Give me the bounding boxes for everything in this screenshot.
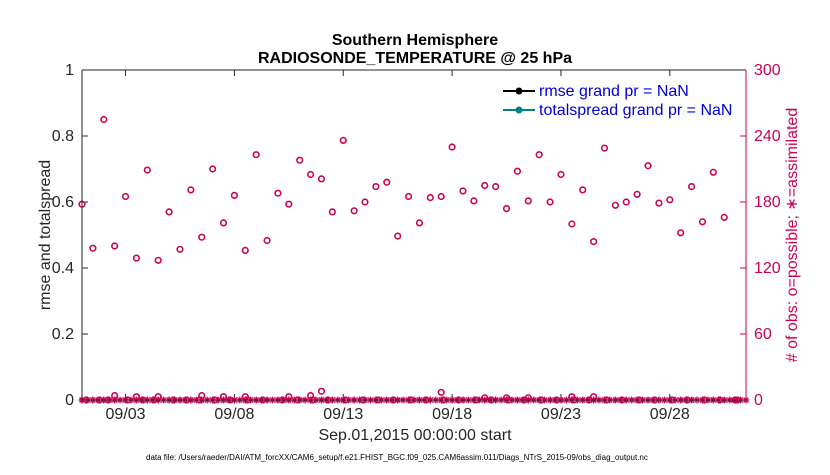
possible-obs-point [655, 199, 663, 207]
possible-obs-point [383, 178, 391, 186]
right-tick-label: 240 [754, 128, 781, 145]
right-axis-ticks: 0 60 120 180 240 300 [740, 62, 781, 409]
left-tick-label: 0.8 [52, 128, 74, 145]
possible-obs-point [513, 167, 522, 175]
left-tick-label: 1 [65, 62, 74, 79]
right-tick-label: 60 [754, 326, 772, 343]
x-axis-label: Sep.01,2015 00:00:00 start [318, 427, 512, 444]
right-tick-label: 300 [754, 62, 781, 79]
possible-obs-point [546, 198, 554, 206]
legend-rmse-marker [515, 87, 523, 95]
possible-obs-point [209, 165, 217, 173]
right-tick-label: 120 [754, 260, 781, 277]
x-tick-label: 09/23 [541, 406, 581, 423]
possible-obs-point [241, 246, 249, 254]
left-axis-ticks: 0 0.2 0.4 0.6 0.8 1 [52, 62, 88, 409]
possible-obs-point [132, 254, 141, 262]
possible-obs-point [426, 194, 434, 202]
possible-obs-point [306, 170, 315, 179]
legend-totalspread-label: totalspread grand pr = NaN [539, 102, 732, 119]
right-tick-label: 180 [754, 194, 781, 211]
possible-obs-point [263, 236, 271, 245]
x-tick-label: 09/13 [323, 406, 363, 423]
possible-obs-point [252, 151, 260, 159]
possible-obs-point [296, 156, 304, 164]
chart-title-line-1: Southern Hemisphere [332, 32, 498, 49]
left-tick-label: 0.2 [52, 326, 74, 343]
possible-obs-point [100, 115, 108, 124]
possible-obs-point [437, 388, 445, 396]
possible-obs-point [154, 256, 162, 264]
possible-obs-point [121, 192, 130, 201]
possible-obs-point [448, 143, 456, 151]
possible-obs-point [590, 238, 598, 246]
possible-obs-point [481, 181, 489, 190]
possible-obs-point [492, 183, 500, 191]
possible-obs-point [404, 192, 413, 201]
data-file-footnote: data file: /Users/raeder/DAI/ATM_forcXX/… [146, 453, 648, 462]
legend-rmse-label: rmse grand pr = NaN [539, 83, 689, 100]
possible-obs-point [111, 242, 119, 250]
possible-obs-point [317, 387, 326, 395]
possible-obs-point [437, 192, 445, 201]
possible-obs-markers [78, 115, 741, 404]
possible-obs-point [633, 190, 641, 198]
possible-obs-point [459, 187, 467, 195]
possible-obs-point [274, 189, 282, 197]
possible-obs-point [666, 196, 674, 204]
possible-obs-point [328, 208, 336, 216]
right-tick-label: 0 [754, 392, 763, 409]
possible-obs-point [143, 166, 151, 174]
possible-obs-point [165, 208, 173, 216]
legend: rmse grand pr = NaN totalspread grand pr… [498, 78, 742, 120]
possible-obs-point [622, 198, 630, 206]
possible-obs-point [720, 213, 728, 221]
possible-obs-point [230, 191, 238, 199]
possible-obs-point [644, 162, 652, 170]
possible-obs-point [502, 205, 511, 213]
left-axis-label: rmse and totalspread [37, 160, 54, 310]
legend-totalspread-marker [515, 106, 523, 114]
possible-obs-point [677, 229, 685, 237]
left-tick-label: 0.4 [52, 260, 74, 277]
possible-obs-point [350, 207, 358, 215]
legend-box [498, 78, 742, 120]
possible-obs-point [470, 197, 478, 205]
possible-obs-point [187, 186, 195, 194]
possible-obs-point [415, 219, 424, 227]
possible-obs-point [285, 200, 293, 208]
possible-obs-point [524, 197, 532, 205]
possible-obs-point [568, 220, 576, 228]
possible-obs-point [198, 233, 206, 241]
possible-obs-point [709, 168, 717, 176]
possible-obs-point [89, 244, 97, 252]
possible-obs-point [687, 183, 696, 191]
possible-obs-point [611, 201, 619, 209]
left-tick-label: 0.6 [52, 194, 74, 211]
possible-obs-point [339, 136, 347, 144]
possible-obs-point [317, 175, 326, 183]
possible-obs-point [372, 183, 380, 191]
x-tick-label: 09/28 [650, 406, 690, 423]
x-tick-label: 09/08 [214, 406, 254, 423]
possible-obs-point [361, 198, 369, 206]
possible-obs-point [579, 186, 587, 194]
possible-obs-point [219, 219, 228, 227]
possible-obs-point [176, 245, 184, 253]
x-tick-label: 09/18 [432, 406, 472, 423]
left-tick-label: 0 [65, 392, 74, 409]
plot-area [82, 70, 746, 400]
right-axis-label: # of obs: o=possible; ∗=assimilated [784, 108, 801, 362]
possible-obs-point [535, 151, 543, 159]
chart-title-line-2: RADIOSONDE_TEMPERATURE @ 25 hPa [258, 50, 572, 67]
x-tick-label: 09/03 [106, 406, 146, 423]
possible-obs-point [394, 232, 402, 240]
possible-obs-point [557, 170, 565, 179]
possible-obs-point [600, 144, 609, 152]
possible-obs-point [698, 218, 707, 226]
x-axis-ticks: 09/03 09/08 09/13 09/18 09/23 09/28 [106, 70, 690, 423]
